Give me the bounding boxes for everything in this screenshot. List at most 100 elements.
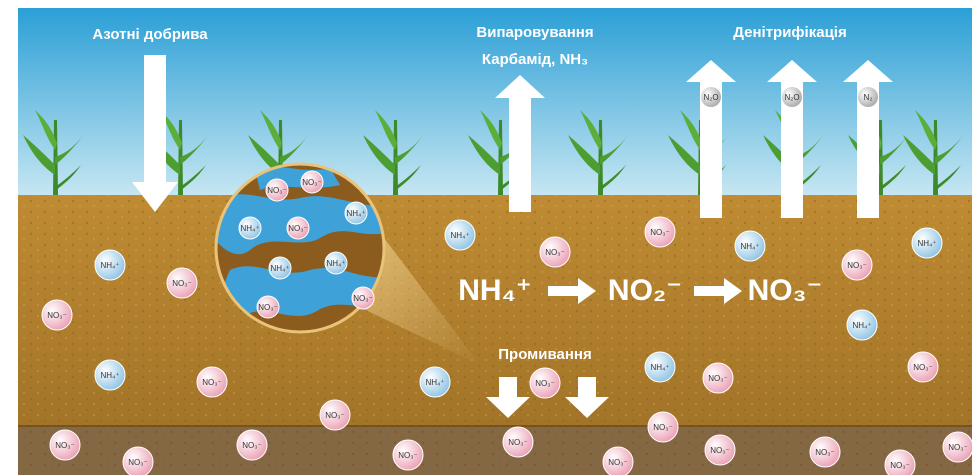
ion-label: NH₄⁺ (270, 264, 289, 273)
ion-label: NH₄⁺ (650, 363, 669, 372)
ion-label: NO₃⁻ (55, 441, 74, 450)
ion-label: NO₃⁻ (653, 423, 672, 432)
plant-leaf (35, 110, 57, 150)
plant (568, 110, 634, 195)
ion-bubble (809, 436, 841, 468)
ion-label: NO₃⁻ (202, 378, 221, 387)
equation-term: NH₄⁺ (458, 274, 531, 307)
ion-bubble (286, 216, 310, 240)
ion-bubble (122, 446, 154, 475)
equation-term: NO₃⁻ (748, 274, 823, 307)
ion-label: NO₃⁻ (47, 311, 66, 320)
ion-label: NO₃⁻ (242, 441, 261, 450)
plant-leaf (600, 127, 634, 165)
ion-label: NO₃⁻ (302, 178, 321, 187)
ion-bubble (644, 351, 676, 383)
ion-label: NO₃⁻ (948, 443, 967, 452)
plant-leaf (375, 110, 397, 150)
ion-label: NO₃⁻ (710, 446, 729, 455)
ion-label: NH₄⁺ (740, 242, 759, 251)
ion-bubble (392, 439, 424, 471)
ion-bubble (351, 286, 375, 310)
plant-leaf (880, 165, 906, 191)
ion-bubble (300, 170, 324, 194)
ion-bubble (942, 431, 972, 463)
ion-bubble (884, 449, 916, 475)
plant-leaf (935, 165, 961, 191)
ion-label: NO₃⁻ (508, 438, 527, 447)
plant-leaf (500, 127, 534, 165)
ion-label: NH₄⁺ (346, 209, 365, 218)
plant-leaf (55, 165, 81, 191)
ion-label: NO₃⁻ (650, 228, 669, 237)
plant-leaf (180, 165, 206, 191)
ion-bubble (841, 249, 873, 281)
ion-bubble (41, 299, 73, 331)
ion-label: NO₃⁻ (708, 374, 727, 383)
plant-leaf (568, 135, 600, 175)
plant-leaf (363, 135, 395, 175)
ion-bubble (419, 366, 451, 398)
plant-leaf (600, 165, 626, 191)
ion-bubble (704, 434, 736, 466)
ion-bubble (94, 249, 126, 281)
gas-bubble (858, 87, 878, 107)
ion-bubble (529, 367, 561, 399)
plant-leaf (55, 127, 89, 165)
ion-label: NO₃⁻ (535, 379, 554, 388)
ion-bubble (444, 219, 476, 251)
ion-label: NH₄⁺ (326, 259, 345, 268)
ion-label: NH₄⁺ (240, 224, 259, 233)
plant-leaf (395, 165, 421, 191)
plant-leaf (915, 110, 937, 150)
ion-bubble (647, 411, 679, 443)
ion-bubble (644, 216, 676, 248)
plant-leaf (180, 127, 214, 165)
ion-label: NH₄⁺ (100, 371, 119, 380)
fertilizer-label: Азотні добрива (92, 26, 208, 43)
ion-label: NO₃⁻ (172, 279, 191, 288)
ion-label: NO₃⁻ (815, 448, 834, 457)
ion-bubble (196, 366, 228, 398)
leaching-label: Промивання (498, 346, 591, 363)
gas-label: N₂O (703, 93, 718, 102)
ion-bubble (238, 216, 262, 240)
plant-leaf (280, 127, 314, 165)
plant-leaf (260, 110, 282, 150)
gas-bubble (782, 87, 802, 107)
plant-leaf (935, 127, 969, 165)
ion-bubble (166, 267, 198, 299)
plant-leaf (468, 135, 500, 175)
plant-leaf (248, 135, 280, 175)
ion-bubble (734, 230, 766, 262)
ion-label: NO₃⁻ (913, 363, 932, 372)
ion-label: NO₃⁻ (847, 261, 866, 270)
ion-bubble (539, 236, 571, 268)
ion-bubble (94, 359, 126, 391)
ion-bubble (256, 295, 280, 319)
ion-label: NH₄⁺ (100, 261, 119, 270)
ion-label: NO₃⁻ (258, 303, 277, 312)
ion-label: NO₃⁻ (545, 248, 564, 257)
ion-label: NO₃⁻ (608, 458, 627, 467)
equation-term: NO₂⁻ (608, 274, 682, 307)
volatilization-label: Випаровування (476, 24, 593, 41)
ion-bubble (911, 227, 943, 259)
gas-label: N₂O (784, 93, 799, 102)
plant-leaf (880, 127, 914, 165)
plant (903, 110, 969, 195)
ion-bubble (907, 351, 939, 383)
ion-bubble (344, 201, 368, 225)
plant (363, 110, 429, 195)
plant-leaf (23, 135, 55, 175)
ion-bubble (502, 426, 534, 458)
ion-bubble (846, 309, 878, 341)
ion-label: NO₃⁻ (890, 461, 909, 470)
denitrification-label: Денітрифікація (733, 24, 846, 41)
gas-label: N₂ (864, 93, 873, 102)
ion-label: NH₄⁺ (450, 231, 469, 240)
ion-bubble (268, 256, 292, 280)
ion-bubble (702, 362, 734, 394)
ion-label: NO₃⁻ (267, 186, 286, 195)
plant-leaf (795, 127, 829, 165)
